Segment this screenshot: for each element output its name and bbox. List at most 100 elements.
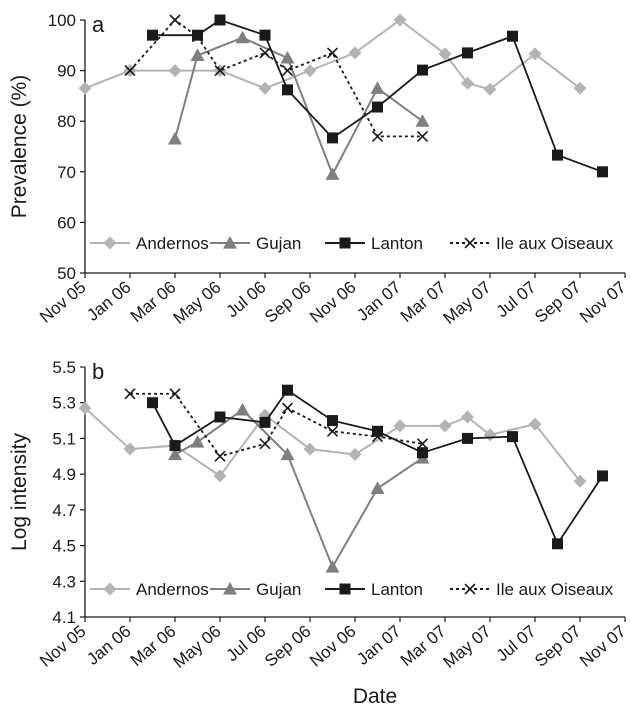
- data-point: [214, 14, 226, 26]
- series-ile-aux-oiseaux: [124, 388, 429, 462]
- x-tick-label: Nov 05: [36, 622, 89, 671]
- data-point: [259, 29, 271, 41]
- data-point: [417, 64, 428, 76]
- legend-label: Andernos: [136, 234, 209, 253]
- data-point: [214, 65, 226, 77]
- series-andernos: [78, 13, 587, 96]
- x-tick-label: Sep 07: [531, 622, 584, 671]
- y-tick-label: 60: [57, 213, 76, 232]
- x-tick-label: May 06: [170, 278, 225, 328]
- data-point: [483, 82, 497, 96]
- data-point: [124, 65, 136, 77]
- series-line: [84, 18, 581, 91]
- panel-label: a: [92, 12, 105, 37]
- x-tick-label: Mar 07: [397, 622, 450, 671]
- data-point: [235, 402, 250, 416]
- x-tick-label: Sep 07: [531, 278, 584, 327]
- x-tick-label: Jan 07: [353, 278, 404, 325]
- data-point: [235, 30, 250, 44]
- data-point: [393, 13, 407, 27]
- data-point: [325, 167, 340, 180]
- data-point: [169, 14, 181, 26]
- data-point: [214, 411, 226, 423]
- series-lanton: [147, 384, 608, 550]
- legend-marker: [339, 583, 351, 595]
- series-line: [129, 18, 423, 138]
- legend-label: Lanton: [371, 580, 423, 599]
- data-point: [124, 388, 136, 400]
- y-tick-label: 5.5: [52, 358, 76, 377]
- data-point: [214, 450, 226, 462]
- series-line: [152, 19, 603, 173]
- data-point: [573, 81, 587, 95]
- data-point: [191, 31, 204, 43]
- data-point: [372, 101, 383, 113]
- data-point: [259, 438, 271, 450]
- data-point: [147, 29, 158, 41]
- legend-label: Gujan: [256, 580, 301, 599]
- x-tick-label: May 07: [440, 622, 495, 672]
- data-point: [168, 64, 182, 78]
- x-tick-label: Mar 07: [397, 278, 450, 327]
- data-point: [169, 440, 181, 452]
- series-gujan: [168, 30, 430, 180]
- data-point: [417, 447, 428, 459]
- x-tick-label: Nov 07: [576, 622, 629, 671]
- data-point: [372, 425, 383, 437]
- data-point: [597, 166, 608, 178]
- data-point: [325, 560, 340, 573]
- series-gujan: [168, 402, 430, 573]
- data-point: [147, 397, 158, 409]
- y-tick-label: 70: [57, 163, 76, 182]
- data-point: [282, 384, 293, 396]
- y-tick-label: 50: [57, 264, 76, 283]
- x-tick-label: Sep 06: [261, 622, 314, 671]
- legend: Andernos Gujan Lanton Ile aux Oiseaux: [90, 234, 614, 253]
- legend-marker: [223, 582, 237, 595]
- data-point: [438, 47, 452, 61]
- data-point: [281, 65, 294, 77]
- data-point: [462, 432, 473, 444]
- y-axis-title: Log intensity: [8, 433, 31, 551]
- x-tick-label: Sep 06: [261, 278, 314, 327]
- x-tick-label: Mar 06: [127, 622, 180, 671]
- data-point: [282, 84, 293, 96]
- data-point: [573, 474, 587, 488]
- panel-label: b: [92, 359, 104, 384]
- data-point: [528, 47, 542, 61]
- legend-label: Ile aux Oiseaux: [496, 580, 614, 599]
- data-point: [213, 469, 227, 483]
- data-point: [303, 64, 317, 78]
- data-point: [597, 470, 608, 482]
- y-tick-label: 5.1: [52, 429, 76, 448]
- data-point: [507, 431, 518, 443]
- y-tick-label: 80: [57, 112, 76, 131]
- data-point: [393, 419, 407, 433]
- legend-marker: [339, 237, 351, 249]
- series-ile-aux-oiseaux: [124, 14, 429, 142]
- legend-marker: [223, 236, 237, 249]
- data-point: [123, 442, 137, 456]
- x-tick-label: Nov 06: [306, 278, 359, 327]
- data-point: [303, 442, 317, 456]
- series-line: [151, 388, 604, 546]
- data-point: [371, 130, 384, 142]
- data-point: [348, 46, 362, 60]
- legend-label: Gujan: [256, 234, 301, 253]
- y-tick-label: 4.9: [52, 465, 76, 484]
- data-point: [461, 76, 474, 90]
- x-tick-label: May 07: [440, 278, 495, 328]
- legend: Andernos Gujan Lanton Ile aux Oiseaux: [90, 580, 614, 599]
- data-point: [192, 29, 203, 41]
- y-tick-label: 4.5: [52, 537, 76, 556]
- data-point: [190, 48, 205, 62]
- legend-marker: [464, 237, 476, 249]
- data-point: [370, 81, 385, 94]
- y-tick-label: 4.7: [52, 501, 76, 520]
- data-point: [552, 149, 563, 161]
- y-tick-label: 4.1: [52, 608, 76, 627]
- legend-label: Lanton: [371, 234, 423, 253]
- data-point: [462, 47, 473, 59]
